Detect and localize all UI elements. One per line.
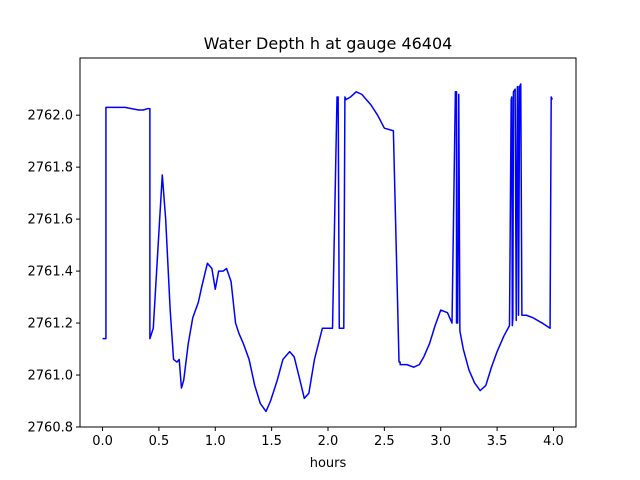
y-tick-label: 2761.8: [28, 161, 74, 176]
y-tick-label: 2761.2: [28, 317, 74, 332]
chart-title: Water Depth h at gauge 46404: [204, 34, 453, 53]
series-line-0: [102, 83, 554, 413]
x-tick-label: 0.5: [149, 434, 170, 449]
x-tick-label: 2.5: [374, 434, 395, 449]
x-tick-label: 0.0: [92, 434, 113, 449]
x-axis-label: hours: [310, 456, 347, 471]
y-tick-label: 2761.4: [28, 265, 74, 280]
y-tick-label: 2761.0: [28, 369, 74, 384]
x-tick-label: 1.0: [205, 434, 226, 449]
x-tick-label: 3.0: [430, 434, 451, 449]
x-tick-label: 4.0: [543, 434, 564, 449]
y-tick-label: 2760.8: [28, 421, 74, 436]
x-tick-label: 3.5: [487, 434, 508, 449]
y-tick-label: 2762.0: [28, 109, 74, 124]
x-tick-label: 1.5: [261, 434, 282, 449]
plot-frame: [79, 57, 577, 428]
y-tick-label: 2761.6: [28, 213, 74, 228]
x-tick-label: 2.0: [318, 434, 339, 449]
plot-area: 0.0 0.5 1.0 1.5 2.0 2.5 3.0 3.5 4.0 2760.8 2761.0 2…: [28, 83, 564, 449]
